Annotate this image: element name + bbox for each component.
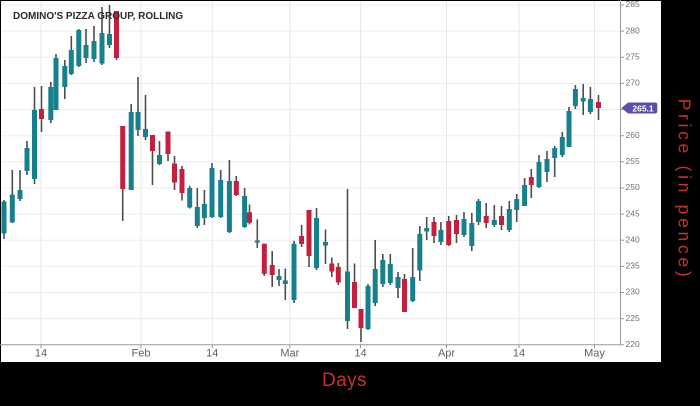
svg-text:DOMINO'S PIZZA GROUP, ROLLING: DOMINO'S PIZZA GROUP, ROLLING: [13, 11, 183, 22]
svg-text:220: 220: [626, 339, 640, 349]
svg-text:260: 260: [626, 130, 640, 140]
svg-text:225: 225: [626, 313, 640, 323]
svg-text:255: 255: [626, 156, 640, 166]
svg-text:14: 14: [35, 348, 47, 360]
svg-text:265.1: 265.1: [632, 103, 654, 113]
svg-text:Apr: Apr: [438, 348, 455, 360]
svg-text:Days: Days: [322, 370, 367, 391]
svg-text:14: 14: [354, 348, 366, 360]
svg-text:240: 240: [626, 234, 640, 244]
svg-text:275: 275: [626, 52, 640, 62]
svg-text:May: May: [584, 348, 605, 360]
svg-text:14: 14: [206, 348, 218, 360]
svg-text:Mar: Mar: [280, 348, 299, 360]
svg-text:14: 14: [513, 348, 525, 360]
svg-text:285: 285: [626, 0, 640, 9]
svg-text:Feb: Feb: [132, 348, 151, 360]
svg-text:235: 235: [626, 261, 640, 271]
svg-text:Price (in pence): Price (in pence): [675, 99, 695, 281]
svg-text:250: 250: [626, 182, 640, 192]
svg-text:230: 230: [626, 287, 640, 297]
svg-text:280: 280: [626, 25, 640, 35]
svg-text:270: 270: [626, 78, 640, 88]
svg-text:245: 245: [626, 208, 640, 218]
